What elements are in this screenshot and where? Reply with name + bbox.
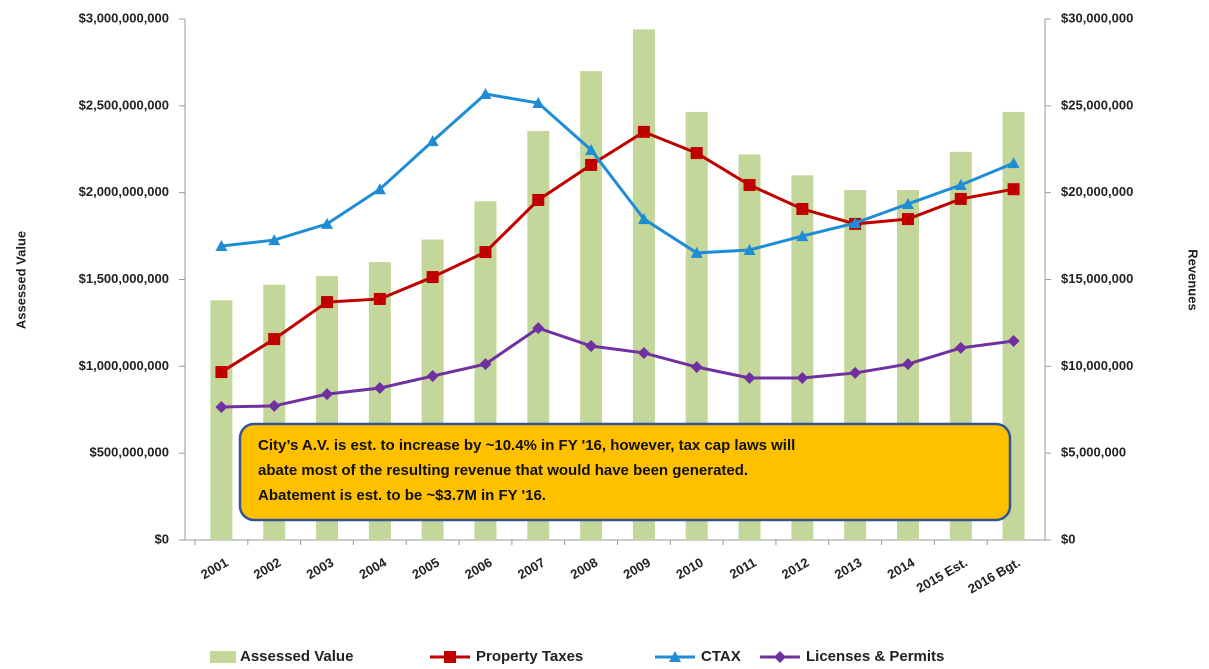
marker bbox=[796, 230, 809, 242]
legend-label: Licenses & Permits bbox=[806, 648, 944, 665]
marker bbox=[532, 322, 545, 335]
marker bbox=[1007, 157, 1020, 169]
x-tick-label: 2001 bbox=[198, 555, 231, 582]
marker bbox=[743, 243, 756, 255]
marker bbox=[268, 399, 281, 412]
x-tick-label: 2013 bbox=[832, 555, 865, 582]
annotation-text: abate most of the resulting revenue that… bbox=[258, 462, 748, 479]
x-tick-label: 2004 bbox=[357, 554, 390, 582]
marker bbox=[796, 371, 809, 384]
y-tick-label: $2,000,000,000 bbox=[79, 184, 169, 199]
marker bbox=[532, 193, 545, 206]
marker bbox=[215, 400, 228, 413]
marker bbox=[479, 88, 492, 100]
legend-label: Property Taxes bbox=[476, 648, 583, 665]
annotation-box bbox=[238, 422, 1012, 522]
marker bbox=[479, 246, 492, 259]
y2-tick-label: $20,000,000 bbox=[1061, 184, 1133, 199]
marker bbox=[585, 143, 598, 155]
marker bbox=[585, 158, 598, 171]
marker bbox=[268, 234, 281, 246]
x-tick-label: 2012 bbox=[779, 555, 812, 582]
marker bbox=[373, 292, 386, 305]
marker bbox=[849, 366, 862, 379]
legend-marker bbox=[669, 651, 681, 662]
line bbox=[221, 326, 1014, 409]
bar bbox=[210, 300, 233, 540]
marker bbox=[585, 340, 598, 353]
marker bbox=[690, 147, 703, 160]
marker bbox=[321, 388, 334, 401]
marker bbox=[268, 333, 281, 346]
marker bbox=[743, 179, 756, 192]
marker bbox=[321, 296, 334, 309]
x-tick-label: 2009 bbox=[621, 555, 654, 582]
marker bbox=[690, 246, 703, 258]
x-tick-label: 2014 bbox=[885, 554, 918, 582]
x-tick-label: 2007 bbox=[515, 555, 548, 582]
y2-tick-label: $0 bbox=[1061, 531, 1075, 546]
marker bbox=[426, 370, 439, 383]
marker bbox=[426, 135, 439, 147]
y2-tick-label: $10,000,000 bbox=[1061, 358, 1133, 373]
marker bbox=[901, 213, 914, 226]
y-tick-label: $500,000,000 bbox=[89, 445, 169, 460]
marker bbox=[690, 361, 703, 374]
y-tick-label: $3,000,000,000 bbox=[79, 10, 169, 25]
marker bbox=[426, 271, 439, 284]
marker bbox=[1007, 334, 1020, 347]
marker bbox=[743, 371, 756, 384]
marker bbox=[637, 125, 650, 138]
marker bbox=[532, 97, 545, 109]
marker bbox=[479, 358, 492, 371]
y-tick-label: $1,000,000,000 bbox=[79, 358, 169, 373]
marker bbox=[373, 183, 386, 195]
marker bbox=[796, 202, 809, 215]
y-tick-label: $0 bbox=[155, 531, 169, 546]
line bbox=[220, 130, 1014, 374]
marker bbox=[215, 366, 228, 379]
x-tick-label: 2010 bbox=[673, 555, 706, 582]
y2-tick-label: $5,000,000 bbox=[1061, 445, 1126, 460]
annotation-text: City’s A.V. is est. to increase by ~10.4… bbox=[258, 437, 795, 454]
x-tick-label: 2005 bbox=[409, 555, 442, 582]
legend-label: CTAX bbox=[701, 648, 741, 665]
marker bbox=[849, 217, 862, 229]
x-tick-label: 2006 bbox=[462, 555, 495, 582]
y2-tick-label: $30,000,000 bbox=[1061, 10, 1133, 25]
marker bbox=[1007, 183, 1020, 196]
y2-tick-label: $25,000,000 bbox=[1061, 97, 1133, 112]
marker bbox=[954, 341, 967, 354]
marker bbox=[954, 192, 967, 205]
annotation-text: Abatement is est. to be ~$3.7M in FY '16… bbox=[258, 487, 546, 504]
line bbox=[221, 92, 1015, 255]
marker bbox=[637, 346, 650, 359]
x-tick-label: 2008 bbox=[568, 555, 601, 582]
y-axis-label: Assessed Value bbox=[13, 231, 28, 329]
marker bbox=[954, 179, 967, 191]
x-tick-label: 2003 bbox=[304, 555, 337, 582]
legend-swatch bbox=[210, 651, 236, 663]
y-tick-label: $2,500,000,000 bbox=[79, 97, 169, 112]
legend-marker bbox=[774, 651, 786, 663]
x-tick-label: 2016 Bgt. bbox=[965, 555, 1023, 597]
x-tick-label: 2011 bbox=[727, 555, 759, 582]
y2-tick-label: $15,000,000 bbox=[1061, 271, 1133, 286]
marker bbox=[321, 217, 334, 229]
marker bbox=[215, 239, 228, 251]
y-tick-label: $1,500,000,000 bbox=[79, 271, 169, 286]
legend-marker bbox=[444, 651, 456, 663]
marker bbox=[901, 358, 914, 371]
y2-axis-label: Revenues bbox=[1186, 249, 1201, 310]
marker bbox=[637, 213, 650, 225]
marker bbox=[373, 382, 386, 395]
x-tick-label: 2002 bbox=[251, 555, 284, 582]
marker bbox=[901, 197, 914, 209]
bar bbox=[632, 29, 655, 540]
legend-label: Assessed Value bbox=[240, 648, 353, 665]
x-tick-label: 2015 Est. bbox=[914, 555, 970, 596]
